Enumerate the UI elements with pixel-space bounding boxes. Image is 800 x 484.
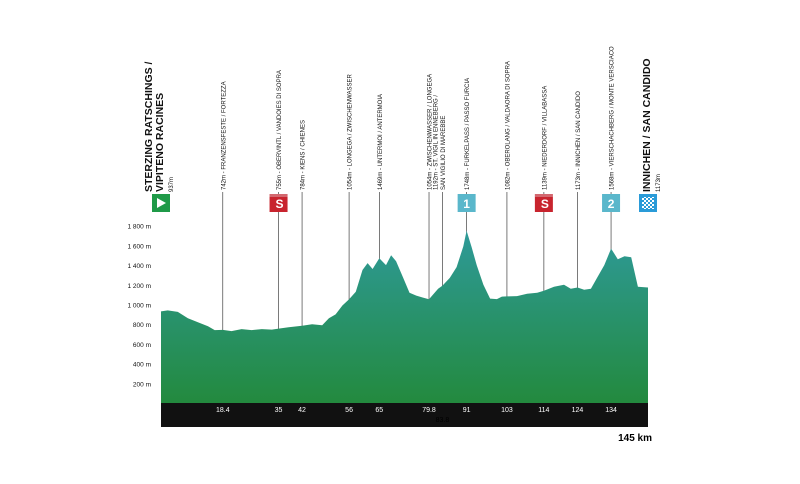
location-labels: STERZING RATSCHINGS / VIPITENO RACINES 937… [143,46,662,192]
x-tick-label: 134 [605,407,617,414]
location-name: 1192m - ST. VIGIL IN ENNEBERG / [433,95,439,190]
location-label: 1568m - VIERSCHACHBERG / MONTE VERSCIACO [610,46,616,190]
kom-marker-box [602,194,621,212]
kom-category: 2 [608,197,615,211]
sprint-marker: S [534,194,553,212]
checkered-flag-icon [642,197,654,209]
finish-marker [639,194,657,212]
sprint-marker-box [534,194,553,212]
y-tick-label: 600 m [133,342,151,349]
x-tick-label: 124 [572,407,584,414]
location-label: 1054m - ZWISCHENWASSER / LONGEGA [428,74,434,190]
x-tick-label: 35 [275,407,283,414]
start-location-label: STERZING RATSCHINGS / VIPITENO RACINES 937… [143,61,175,192]
distance-axis-band [161,403,648,427]
location-name: 1568m - VIERSCHACHBERG / MONTE VERSCIACO [610,46,616,190]
location-name: 1054m - LONGEGA / ZWISCHENWASSER [348,74,354,190]
y-tick-label: 1 800 m [128,224,152,231]
location-name: 1173m - INNICHEN / SAN CANDIDO [576,91,582,190]
location-name: 755m - OBERVINTL / VANDOIES DI SOPRA [277,70,283,190]
location-altitude: 1173m [656,174,662,192]
kom-category: 1 [463,197,470,211]
x-tick-label: 83.8 [436,417,450,424]
x-tick-label: 42 [298,407,306,414]
kom-marker-box [457,194,476,212]
location-name: 1139m - NIEDERDORF / VILLABASSA [542,86,548,190]
location-label: 1082m - OBEROLANG / VALDAORA DI SOPRA [505,61,511,190]
location-name: INNICHEN / SAN CANDIDO [641,58,653,192]
location-label: 1469m - UNTERMOI / ANTERMOIA [378,94,384,190]
sprint-stripe [269,194,288,197]
location-altitude: 937m [169,177,175,192]
kom-marker: 1 [457,194,476,212]
y-tick-label: 1 200 m [128,283,152,290]
location-name: STERZING RATSCHINGS / [143,61,155,192]
location-name: SAN VIGILIO DI MAREBBE [441,116,447,190]
finish-location-label: INNICHEN / SAN CANDIDO 1173m [641,58,662,192]
sprint-stripe [534,194,553,197]
kom-marker: 2 [602,194,621,212]
location-label: 742m - FRANZENSFESTE / FORTEZZA [221,81,227,190]
location-label: 1054m - LONGEGA / ZWISCHENWASSER [348,74,354,190]
x-tick-label: 56 [345,407,353,414]
y-tick-label: 1 600 m [128,243,152,250]
y-tick-label: 1 400 m [128,263,152,270]
y-tick-label: 800 m [133,322,151,329]
sprint-marker: S [269,194,288,212]
location-label: 1139m - NIEDERDORF / VILLABASSA [542,86,548,190]
location-label: 1173m - INNICHEN / SAN CANDIDO [576,91,582,190]
x-axis: 18.4 35 42 56 65 79.883.8 91 103 114 124 134 [216,407,617,424]
y-axis: 200 m 400 m 600 m 800 m 1 000 m 1 200 m 1 400 … [128,224,152,389]
x-tick-label: 91 [463,407,471,414]
total-distance-label: 145 km [618,433,652,444]
stage-markers: S 1 S 2 [152,194,657,212]
location-name: 1748m - FURKELPASS / PASSO FURCIA [465,78,471,190]
x-tick-label: 18.4 [216,407,230,414]
sprint-letter: S [541,197,549,211]
start-marker [152,194,170,212]
sprint-marker-box [269,194,288,212]
location-name: 1469m - UNTERMOI / ANTERMOIA [378,94,384,190]
location-name: 1082m - OBEROLANG / VALDAORA DI SOPRA [505,61,511,190]
location-name: 1054m - ZWISCHENWASSER / LONGEGA [428,74,434,190]
sprint-letter: S [276,197,284,211]
x-tick-label: 103 [501,407,513,414]
location-label: 1192m - ST. VIGIL IN ENNEBERG / SAN VIGIL… [433,95,447,190]
location-label: 1748m - FURKELPASS / PASSO FURCIA [465,78,471,190]
location-label: 784m - KIENS / CHIENES [301,120,307,190]
y-tick-label: 200 m [133,381,151,388]
elevation-area [161,230,648,403]
x-tick-label: 65 [375,407,383,414]
play-icon [157,198,166,208]
location-name: 784m - KIENS / CHIENES [301,120,307,190]
location-name: 742m - FRANZENSFESTE / FORTEZZA [221,81,227,190]
location-name: VIPITENO RACINES [154,93,166,192]
y-tick-label: 1 000 m [128,303,152,310]
x-tick-label: 79.8 [422,407,436,414]
y-tick-label: 400 m [133,362,151,369]
location-label: 755m - OBERVINTL / VANDOIES DI SOPRA [277,70,283,190]
x-tick-label: 114 [538,407,549,414]
